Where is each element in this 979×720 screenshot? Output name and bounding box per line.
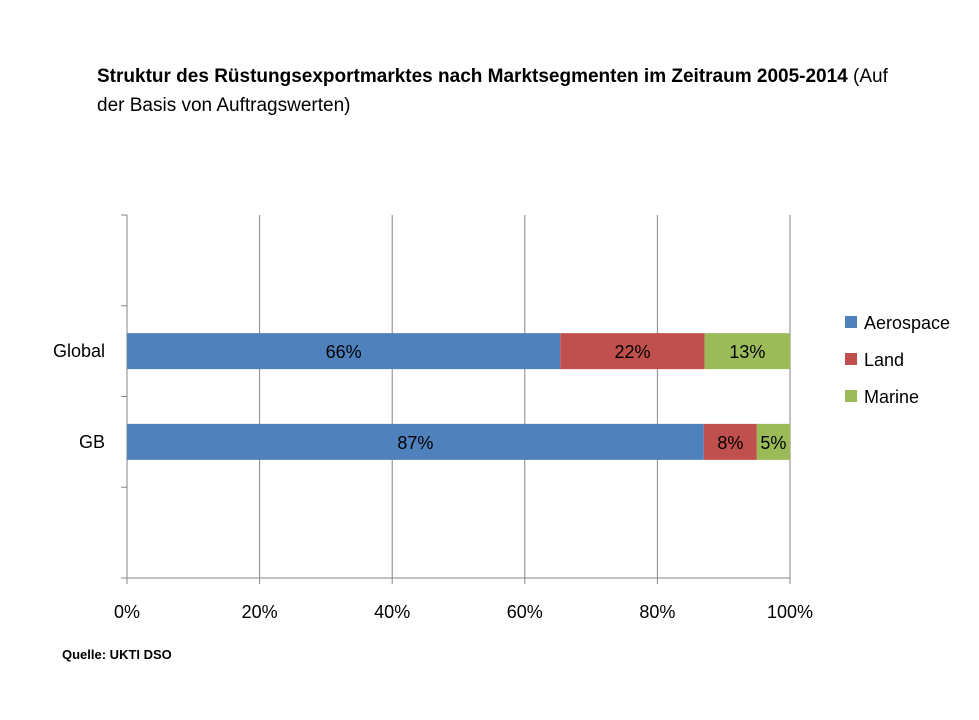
- bar-segment: [756, 423, 790, 460]
- data-label: 66%: [326, 342, 362, 362]
- x-tick-label: 80%: [639, 602, 675, 622]
- y-tick-label: GB: [79, 432, 105, 452]
- legend-swatch: [845, 390, 857, 402]
- source-note: Quelle: UKTI DSO: [62, 647, 172, 662]
- data-label: 22%: [614, 342, 650, 362]
- legend-swatch: [845, 316, 857, 328]
- x-tick-label: 60%: [507, 602, 543, 622]
- bar-segment: [703, 423, 757, 460]
- data-label: 5%: [760, 433, 786, 453]
- data-label: 8%: [717, 433, 743, 453]
- legend-label: Aerospace: [864, 313, 950, 333]
- legend-label: Marine: [864, 387, 919, 407]
- bar-segment: [704, 333, 790, 370]
- x-tick-label: 40%: [374, 602, 410, 622]
- chart-title: Struktur des Rüstungsexportmarktes nach …: [97, 62, 917, 120]
- chart-title-sub: (Auf der Basis von Auftragswerten): [97, 66, 888, 116]
- x-tick-label: 20%: [242, 602, 278, 622]
- data-label: 13%: [729, 342, 765, 362]
- legend-swatch: [845, 353, 857, 365]
- bar-segment: [127, 333, 561, 370]
- bar-segment: [560, 333, 705, 370]
- legend-label: Land: [864, 350, 904, 370]
- x-tick-label: 0%: [114, 602, 140, 622]
- chart-title-main: Struktur des Rüstungsexportmarktes nach …: [97, 66, 848, 87]
- y-tick-label: Global: [53, 341, 105, 361]
- data-label: 87%: [397, 433, 433, 453]
- x-tick-label: 100%: [767, 602, 813, 622]
- bar-segment: [127, 423, 704, 460]
